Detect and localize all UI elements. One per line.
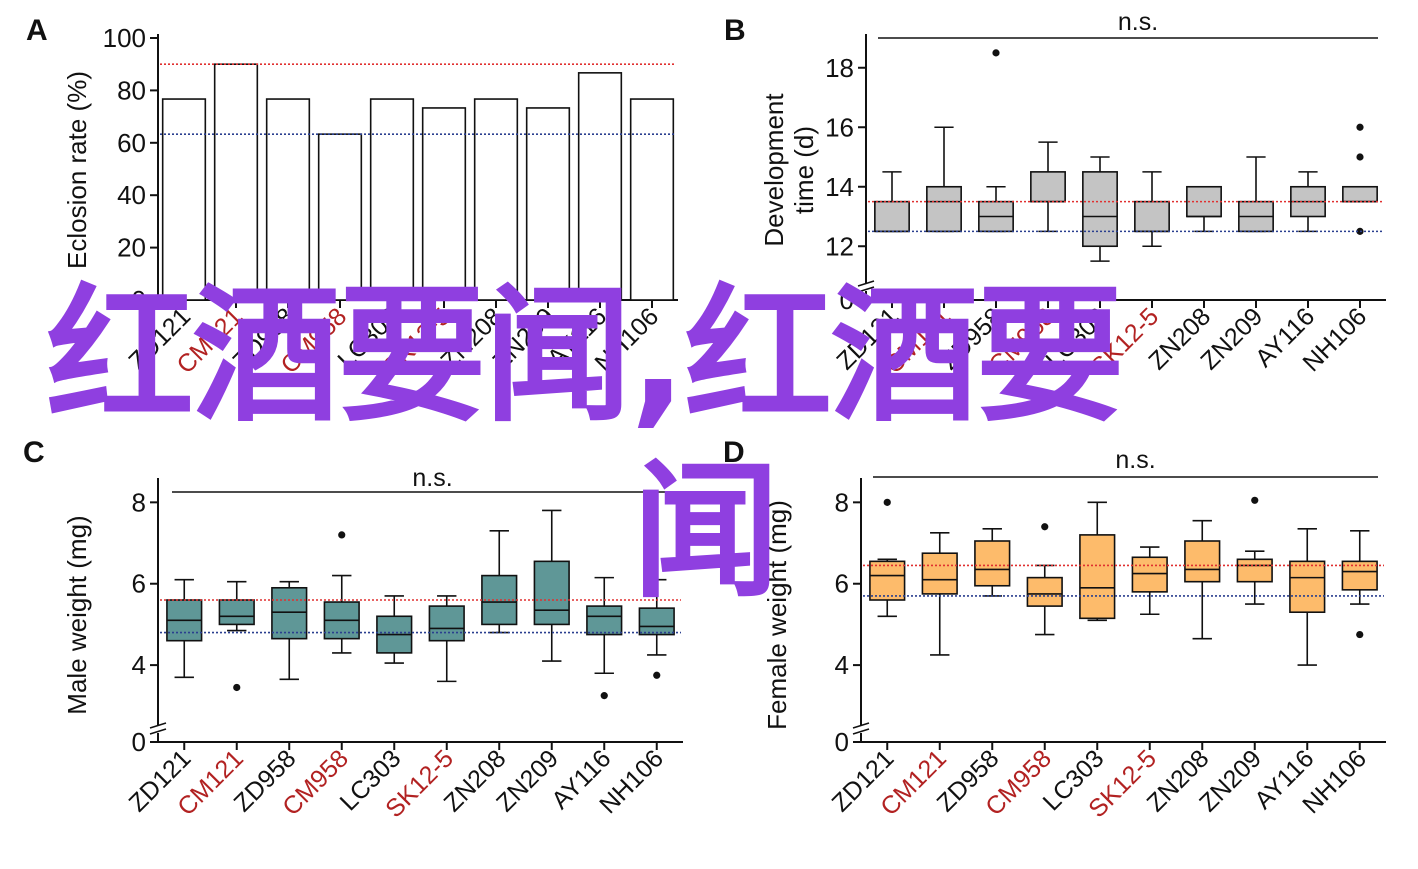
y-tick-label: 100 — [103, 23, 146, 53]
box-zn209 — [533, 560, 570, 626]
y-tick-label-zero: 0 — [132, 727, 146, 757]
box-sk12-5 — [428, 605, 465, 642]
y-axis-label: Developmenttime (d) — [759, 93, 819, 247]
box-sk12-5 — [1134, 200, 1170, 233]
bar-zd121 — [161, 98, 207, 301]
outlier-point — [338, 531, 346, 539]
box-zn208 — [1184, 540, 1221, 583]
panel-letter-a: A — [26, 14, 48, 47]
bar-cm121 — [213, 63, 259, 301]
bar-lc303 — [369, 98, 415, 301]
y-tick-label: 0 — [132, 285, 146, 315]
y-tick-label: 8 — [835, 487, 849, 517]
axis-break-gap — [860, 283, 872, 291]
y-tick-label: 12 — [825, 231, 854, 261]
y-tick-label: 6 — [132, 569, 146, 599]
box-ay116 — [586, 605, 623, 636]
y-tick-label: 14 — [825, 172, 854, 202]
y-tick-label: 20 — [117, 233, 146, 263]
box-nh106 — [1342, 185, 1378, 203]
box-nh106 — [638, 607, 675, 636]
bar-nh106 — [629, 98, 675, 301]
box-zn208 — [481, 574, 518, 626]
box-cm121 — [921, 552, 958, 595]
y-tick-label: 40 — [117, 180, 146, 210]
y-tick-label: 16 — [825, 112, 854, 142]
bar-cm958 — [317, 133, 363, 301]
panel-letter-d: D — [723, 436, 745, 469]
axis-break-mark — [149, 722, 167, 729]
bar-zd958 — [265, 98, 311, 301]
box-cm121 — [218, 599, 255, 626]
box-lc303 — [1082, 171, 1118, 248]
y-axis-label-line: Development — [759, 93, 789, 247]
outlier-point — [1356, 630, 1364, 639]
box-cm958 — [1030, 171, 1066, 203]
significance-label: n.s. — [412, 464, 452, 492]
axis-break-mark — [149, 728, 167, 735]
outlier-point — [600, 692, 608, 700]
box-zd958 — [271, 586, 308, 640]
y-tick-label: 80 — [117, 75, 146, 105]
bar-ay116 — [577, 72, 623, 301]
watermark-overlay-line1: 红酒要闻,红酒要 — [46, 270, 1124, 442]
axis-break-mark — [852, 728, 870, 735]
y-tick-label: 18 — [825, 53, 854, 83]
axis-break-mark — [857, 280, 875, 287]
y-tick-label: 60 — [117, 128, 146, 158]
outlier-point — [1251, 496, 1259, 504]
y-tick-label-zero: 0 — [835, 727, 849, 757]
box-lc303 — [1079, 534, 1116, 620]
bar-zn208 — [473, 98, 519, 301]
outlier-point — [883, 498, 891, 506]
box-cm121 — [926, 185, 962, 233]
box-cm958 — [1026, 576, 1063, 607]
outlier-point — [653, 671, 661, 679]
box-zn209 — [1236, 558, 1273, 583]
y-tick-label: 4 — [132, 650, 146, 680]
box-zd121 — [874, 200, 910, 233]
y-tick-label: 4 — [835, 650, 849, 680]
panel-letter-c: C — [23, 436, 45, 469]
box-sk12-5 — [1131, 556, 1168, 593]
axis-break-gap — [855, 725, 867, 733]
y-axis-label: Female weight (mg) — [762, 500, 792, 730]
axis-break-mark — [852, 722, 870, 729]
watermark-overlay-line2: 闻 — [632, 446, 780, 618]
axis-break-mark — [857, 286, 875, 293]
box-nh106 — [1341, 560, 1378, 591]
y-axis-label-line: time (d) — [789, 126, 819, 214]
box-ay116 — [1289, 560, 1326, 614]
outlier-point — [233, 683, 241, 692]
y-tick-label: 6 — [835, 569, 849, 599]
axis-break-gap — [152, 725, 164, 733]
y-tick-label-zero: 0 — [840, 285, 854, 315]
outlier-point — [1041, 523, 1049, 531]
panel-letter-b: B — [724, 14, 746, 47]
outlier-point — [1356, 153, 1364, 161]
significance-label: n.s. — [1115, 446, 1155, 474]
y-tick-label: 8 — [132, 487, 146, 517]
outlier-point — [1356, 123, 1364, 131]
y-axis-label: Eclosion rate (%) — [62, 71, 92, 269]
outlier-point — [992, 49, 1000, 57]
box-zd121 — [869, 560, 906, 601]
significance-label: n.s. — [1118, 8, 1158, 36]
bar-zn209 — [525, 107, 571, 301]
bar-sk12-5 — [421, 107, 467, 301]
box-zd958 — [974, 540, 1011, 587]
y-axis-label: Male weight (mg) — [62, 515, 92, 714]
